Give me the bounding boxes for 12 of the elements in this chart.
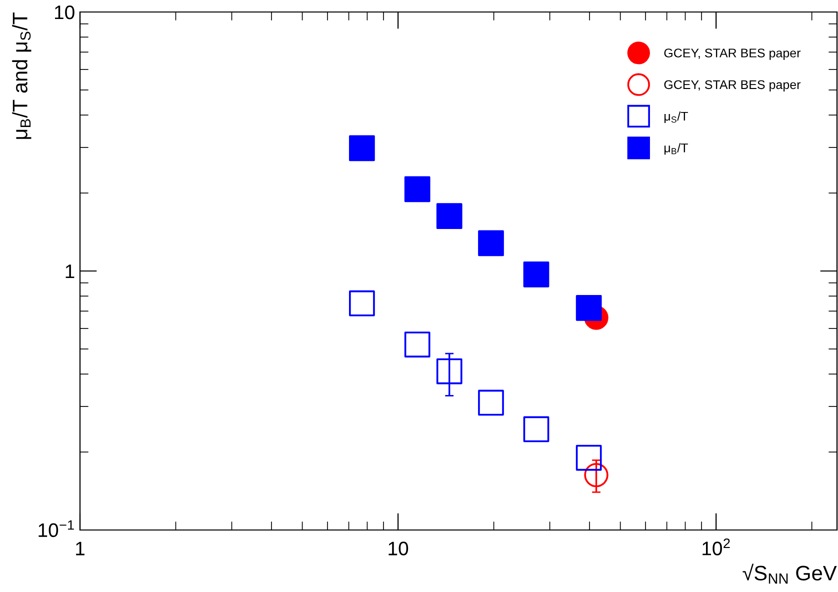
legend-label: GCEY, STAR BES paper (664, 80, 801, 92)
legend-label: GCEY, STAR BES paper (664, 48, 801, 60)
y-axis-title: μ$_{B}$/T and μ$_{S}$/T (12, 12, 32, 139)
x-tick-label: 10 (388, 542, 408, 556)
x-tick-label: 1 (76, 542, 84, 556)
y-tick-label: 10 (54, 5, 74, 20)
y-tick-label: 1 (66, 264, 74, 278)
y-tick-label: 10$^{−1}$ (38, 520, 74, 538)
legend-label: μ$_{S}$/T (664, 111, 688, 123)
legend-label: μ$_{B}$/T (664, 143, 688, 155)
x-axis-title: √S$_{NN}$ GeV (742, 564, 837, 584)
x-tick-label: 10$^{2}$ (702, 538, 730, 556)
